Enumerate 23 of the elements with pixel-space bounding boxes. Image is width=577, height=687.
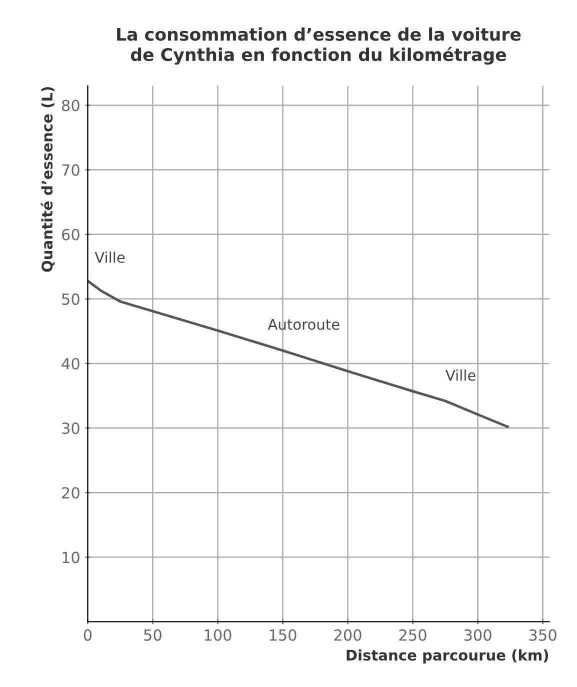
annotation: Autoroute [268, 319, 340, 330]
y-tick-label: 30 [62, 422, 80, 434]
y-tick-label: 60 [62, 228, 80, 240]
y-tick-label: 80 [62, 100, 80, 112]
y-tick-label: 70 [62, 164, 80, 176]
x-tick-label: 0 [84, 629, 92, 641]
x-tick-label: 100 [204, 629, 232, 641]
annotation: Ville [446, 370, 476, 381]
x-tick-label: 150 [270, 629, 296, 641]
y-tick-label: 20 [62, 487, 80, 499]
line-series [88, 280, 509, 428]
y-tick-label: 10 [62, 552, 80, 564]
y-tick-label: 40 [62, 358, 80, 370]
x-tick-label: 300 [464, 629, 492, 641]
x-axis-title: Distance parcourue (km) [346, 649, 548, 664]
x-tick-label: 50 [144, 629, 162, 641]
y-tick-label: 50 [62, 293, 80, 305]
x-tick-label: 350 [529, 629, 556, 641]
annotation: Ville [94, 252, 125, 263]
y-axis-title: Quantité d’essence (L) [40, 87, 55, 272]
x-tick-label: 200 [334, 629, 362, 641]
chart-title: La consommation d’essence de la voiture de Cynthia en fonction du kilométrage [117, 27, 521, 65]
x-tick-label: 250 [399, 629, 426, 641]
